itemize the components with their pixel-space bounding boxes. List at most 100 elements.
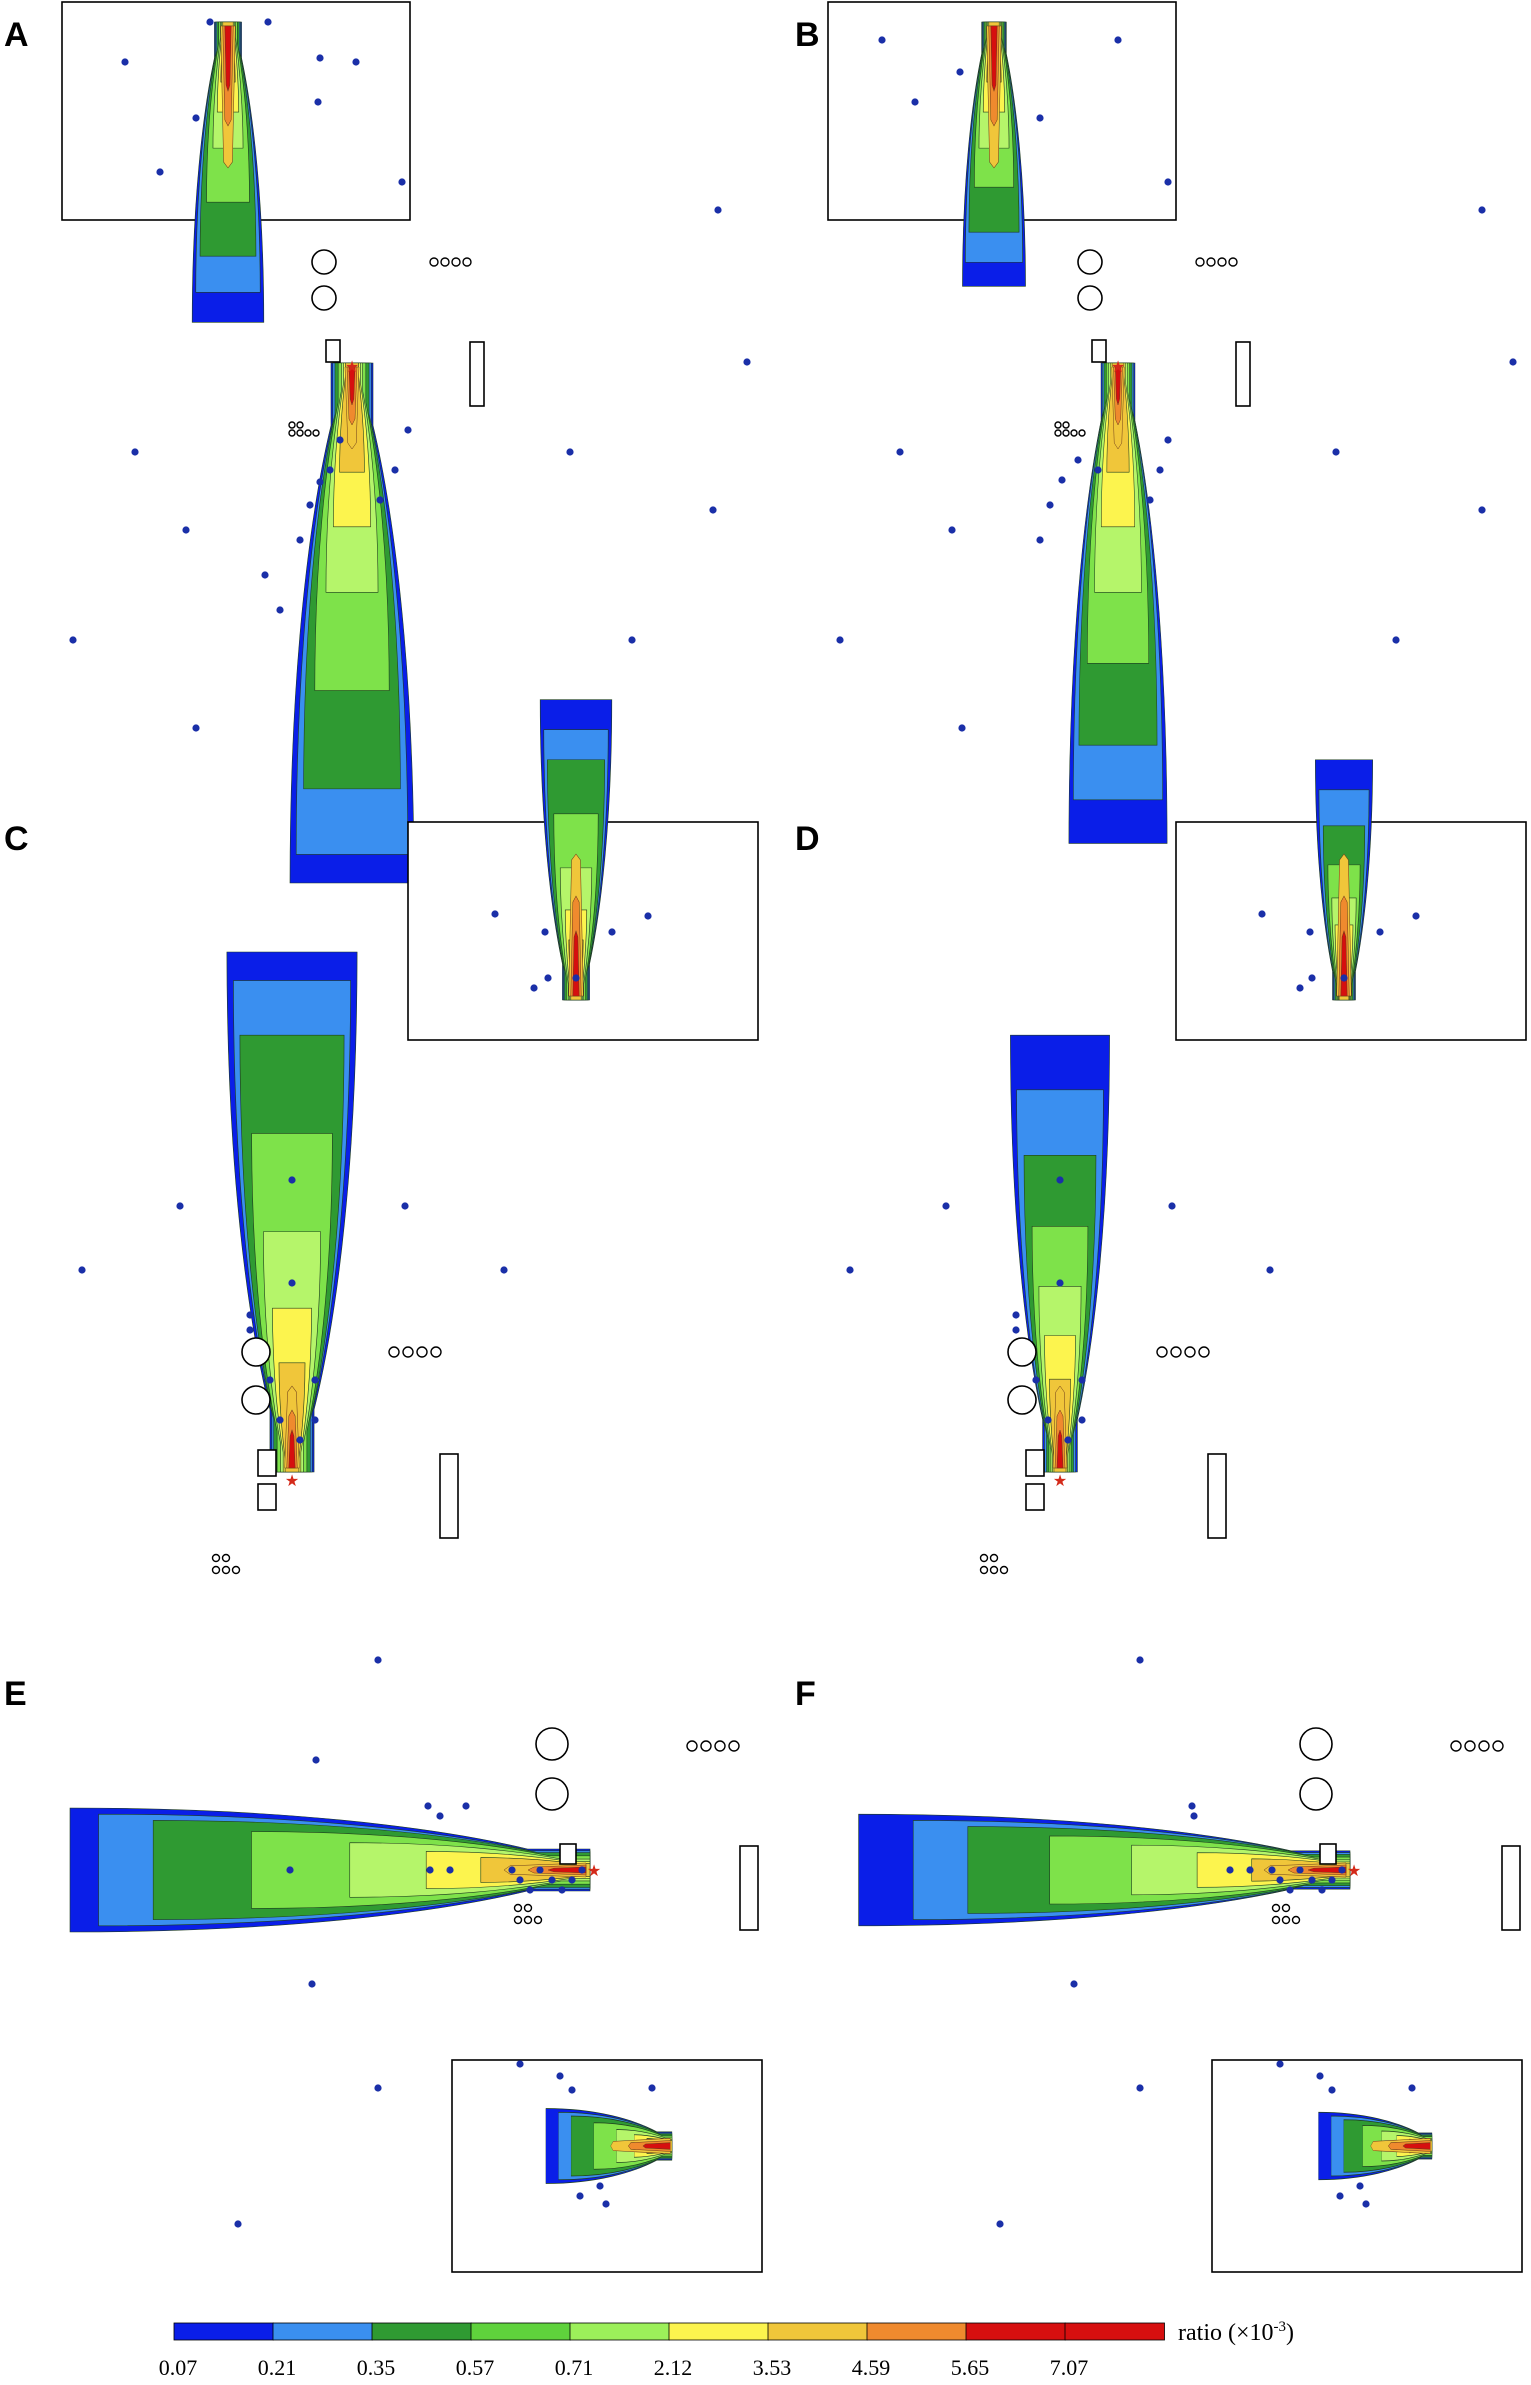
ring-cluster [1054, 421, 1086, 437]
obstacles-a [288, 249, 485, 437]
colorbar-tick: 2.12 [654, 2355, 693, 2380]
colorbar-tick: 3.53 [753, 2355, 792, 2380]
sensor-point [1046, 501, 1054, 509]
main-plume-a [289, 362, 415, 884]
panel-a: A ★ [4, 1, 751, 884]
sensor-point [264, 18, 272, 26]
sensor-point [391, 466, 399, 474]
sensor-point [558, 1886, 566, 1894]
sensor-point [352, 58, 360, 66]
sensor-point [246, 1326, 254, 1334]
building [257, 1449, 277, 1477]
sensor-point [311, 1416, 319, 1424]
sensor-point [1362, 2200, 1370, 2208]
main-plume-e [69, 1807, 591, 1933]
sensor-point [1164, 436, 1172, 444]
contour-core [348, 366, 356, 406]
sensor-point [1356, 2182, 1364, 2190]
colorbar-unit-label: ratio (×10-3) [1178, 2319, 1294, 2346]
sensor-point [556, 2072, 564, 2080]
sensor-point [131, 448, 139, 456]
colorbar-swatch [1064, 2322, 1165, 2341]
panel-label-e: E [4, 1675, 27, 1713]
sensor-point [846, 1266, 854, 1274]
building [1319, 1843, 1337, 1865]
ring-cluster [513, 1903, 543, 1925]
sensor-point [1306, 928, 1314, 936]
sensor-point [1094, 466, 1102, 474]
sensor-point [566, 448, 574, 456]
sensor-point [1328, 2086, 1336, 2094]
sensor-point [266, 1376, 274, 1384]
sensor-point [1509, 358, 1517, 366]
colorbar-swatch [569, 2322, 670, 2341]
obstacles-e [513, 1727, 759, 1931]
source-star-icon: ★ [1111, 359, 1125, 376]
colorbar-tick: 0.57 [456, 2355, 495, 2380]
colorbar-swatch [767, 2322, 868, 2341]
building [325, 339, 341, 363]
building [1025, 1449, 1045, 1477]
sensor-point [426, 1866, 434, 1874]
sensor-point [1246, 1866, 1254, 1874]
colorbar-swatch [965, 2322, 1066, 2341]
sensor-point [314, 98, 322, 106]
ring-cluster [1271, 1903, 1301, 1925]
contour-core [1340, 930, 1348, 997]
storage-tank [311, 285, 337, 311]
obstacles-d [979, 1337, 1227, 1575]
ring-row [388, 1346, 442, 1358]
sensor-point [1188, 1802, 1196, 1810]
sensor-point [1114, 36, 1122, 44]
contour-core [288, 1429, 296, 1469]
sensors-a [69, 18, 751, 732]
sensor-point [508, 1866, 516, 1874]
colorbar-tick-labels: 0.07 0.21 0.35 0.57 0.71 2.12 3.53 4.59 5.65 7.07 [159, 2355, 1089, 2380]
colorbar-tick: 5.65 [951, 2355, 990, 2380]
sensor-point [1328, 1876, 1336, 1884]
sensor-point [78, 1266, 86, 1274]
panel-label-d: D [795, 820, 820, 858]
contour-core [224, 25, 232, 92]
panel-c: C ★ [4, 699, 759, 1575]
building [439, 1453, 459, 1539]
sensor-point [1286, 1886, 1294, 1894]
sensor-point [401, 1202, 409, 1210]
sensor-point [404, 426, 412, 434]
sensor-point [192, 114, 200, 122]
ring-cluster [979, 1553, 1009, 1575]
ring-row [1450, 1740, 1504, 1752]
contour-core [1402, 2142, 1431, 2150]
panel-label-a: A [4, 16, 29, 54]
building [469, 341, 485, 407]
sensor-point [1338, 1866, 1346, 1874]
sensor-point [1296, 1866, 1304, 1874]
sensor-point [1058, 476, 1066, 484]
source-star-icon: ★ [345, 359, 359, 376]
sensor-point [1146, 496, 1154, 504]
source-markers-c: ★ [285, 1473, 299, 1490]
storage-tank [241, 1385, 271, 1415]
sensor-point [316, 478, 324, 486]
sensor-point [942, 1202, 950, 1210]
sensor-point [526, 1886, 534, 1894]
inset-plume-d [1315, 759, 1373, 1001]
source-star-icon: ★ [1053, 1473, 1067, 1490]
sensor-point [1318, 1886, 1326, 1894]
sensor-point [948, 526, 956, 534]
panel-b: B ★ [795, 1, 1517, 844]
sensor-point [296, 536, 304, 544]
sensor-point [1070, 1980, 1078, 1988]
contour-core [990, 25, 998, 92]
sensor-point [578, 1866, 586, 1874]
sensor-point [1392, 636, 1400, 644]
sensor-point [516, 1876, 524, 1884]
building [257, 1483, 277, 1511]
storage-tank [241, 1337, 271, 1367]
obstacles-b [1054, 249, 1251, 437]
sensor-point [1276, 2060, 1284, 2068]
sensor-point [374, 2084, 382, 2092]
sensor-point [1136, 1656, 1144, 1664]
sensor-point [648, 2084, 656, 2092]
colorbar-tick: 4.59 [852, 2355, 891, 2380]
